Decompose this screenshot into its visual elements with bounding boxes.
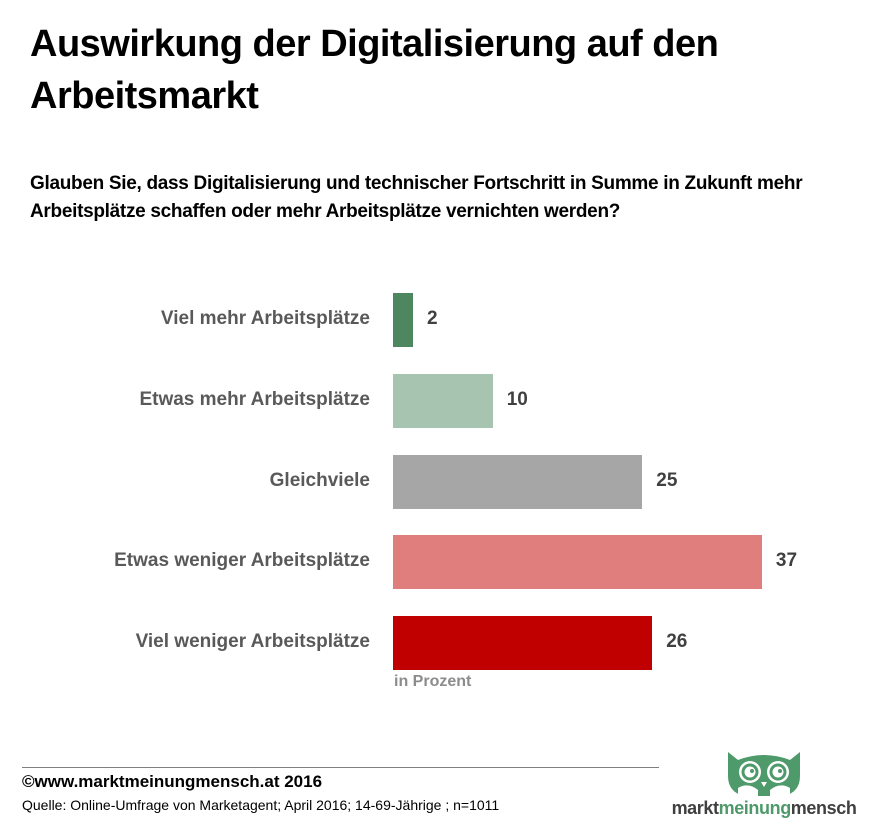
category-label: Gleichviele (269, 470, 370, 491)
value-label: 25 (656, 470, 678, 491)
value-label: 2 (426, 308, 438, 329)
owl-icon (728, 752, 800, 800)
logo-wordmark: marktmeinungmensch (671, 798, 857, 818)
chart-title: Auswirkung der Digitalisierung auf den A… (30, 23, 719, 117)
footer-divider (22, 767, 659, 768)
survey-question: Glauben Sie, dass Digitalisierung und te… (30, 173, 803, 222)
bar (393, 535, 762, 589)
brand-logo: marktmeinungmensch (658, 746, 870, 822)
source-text: Quelle: Online-Umfrage von Marketagent; … (22, 797, 500, 813)
bar (393, 374, 493, 428)
category-label: Viel mehr Arbeitsplätze (160, 308, 370, 329)
bar (393, 293, 413, 347)
bar (393, 616, 653, 670)
value-label: 26 (666, 631, 688, 652)
category-label: Etwas mehr Arbeitsplätze (139, 389, 370, 410)
category-label: Viel weniger Arbeitsplätze (135, 631, 370, 652)
unit-label: in Prozent (394, 673, 472, 690)
bar (393, 455, 643, 509)
category-label: Etwas weniger Arbeitsplätze (114, 550, 370, 571)
copyright-text: ©www.marktmeinungmensch.at 2016 (22, 772, 323, 791)
value-label: 10 (506, 389, 528, 410)
value-label: 37 (775, 550, 798, 571)
